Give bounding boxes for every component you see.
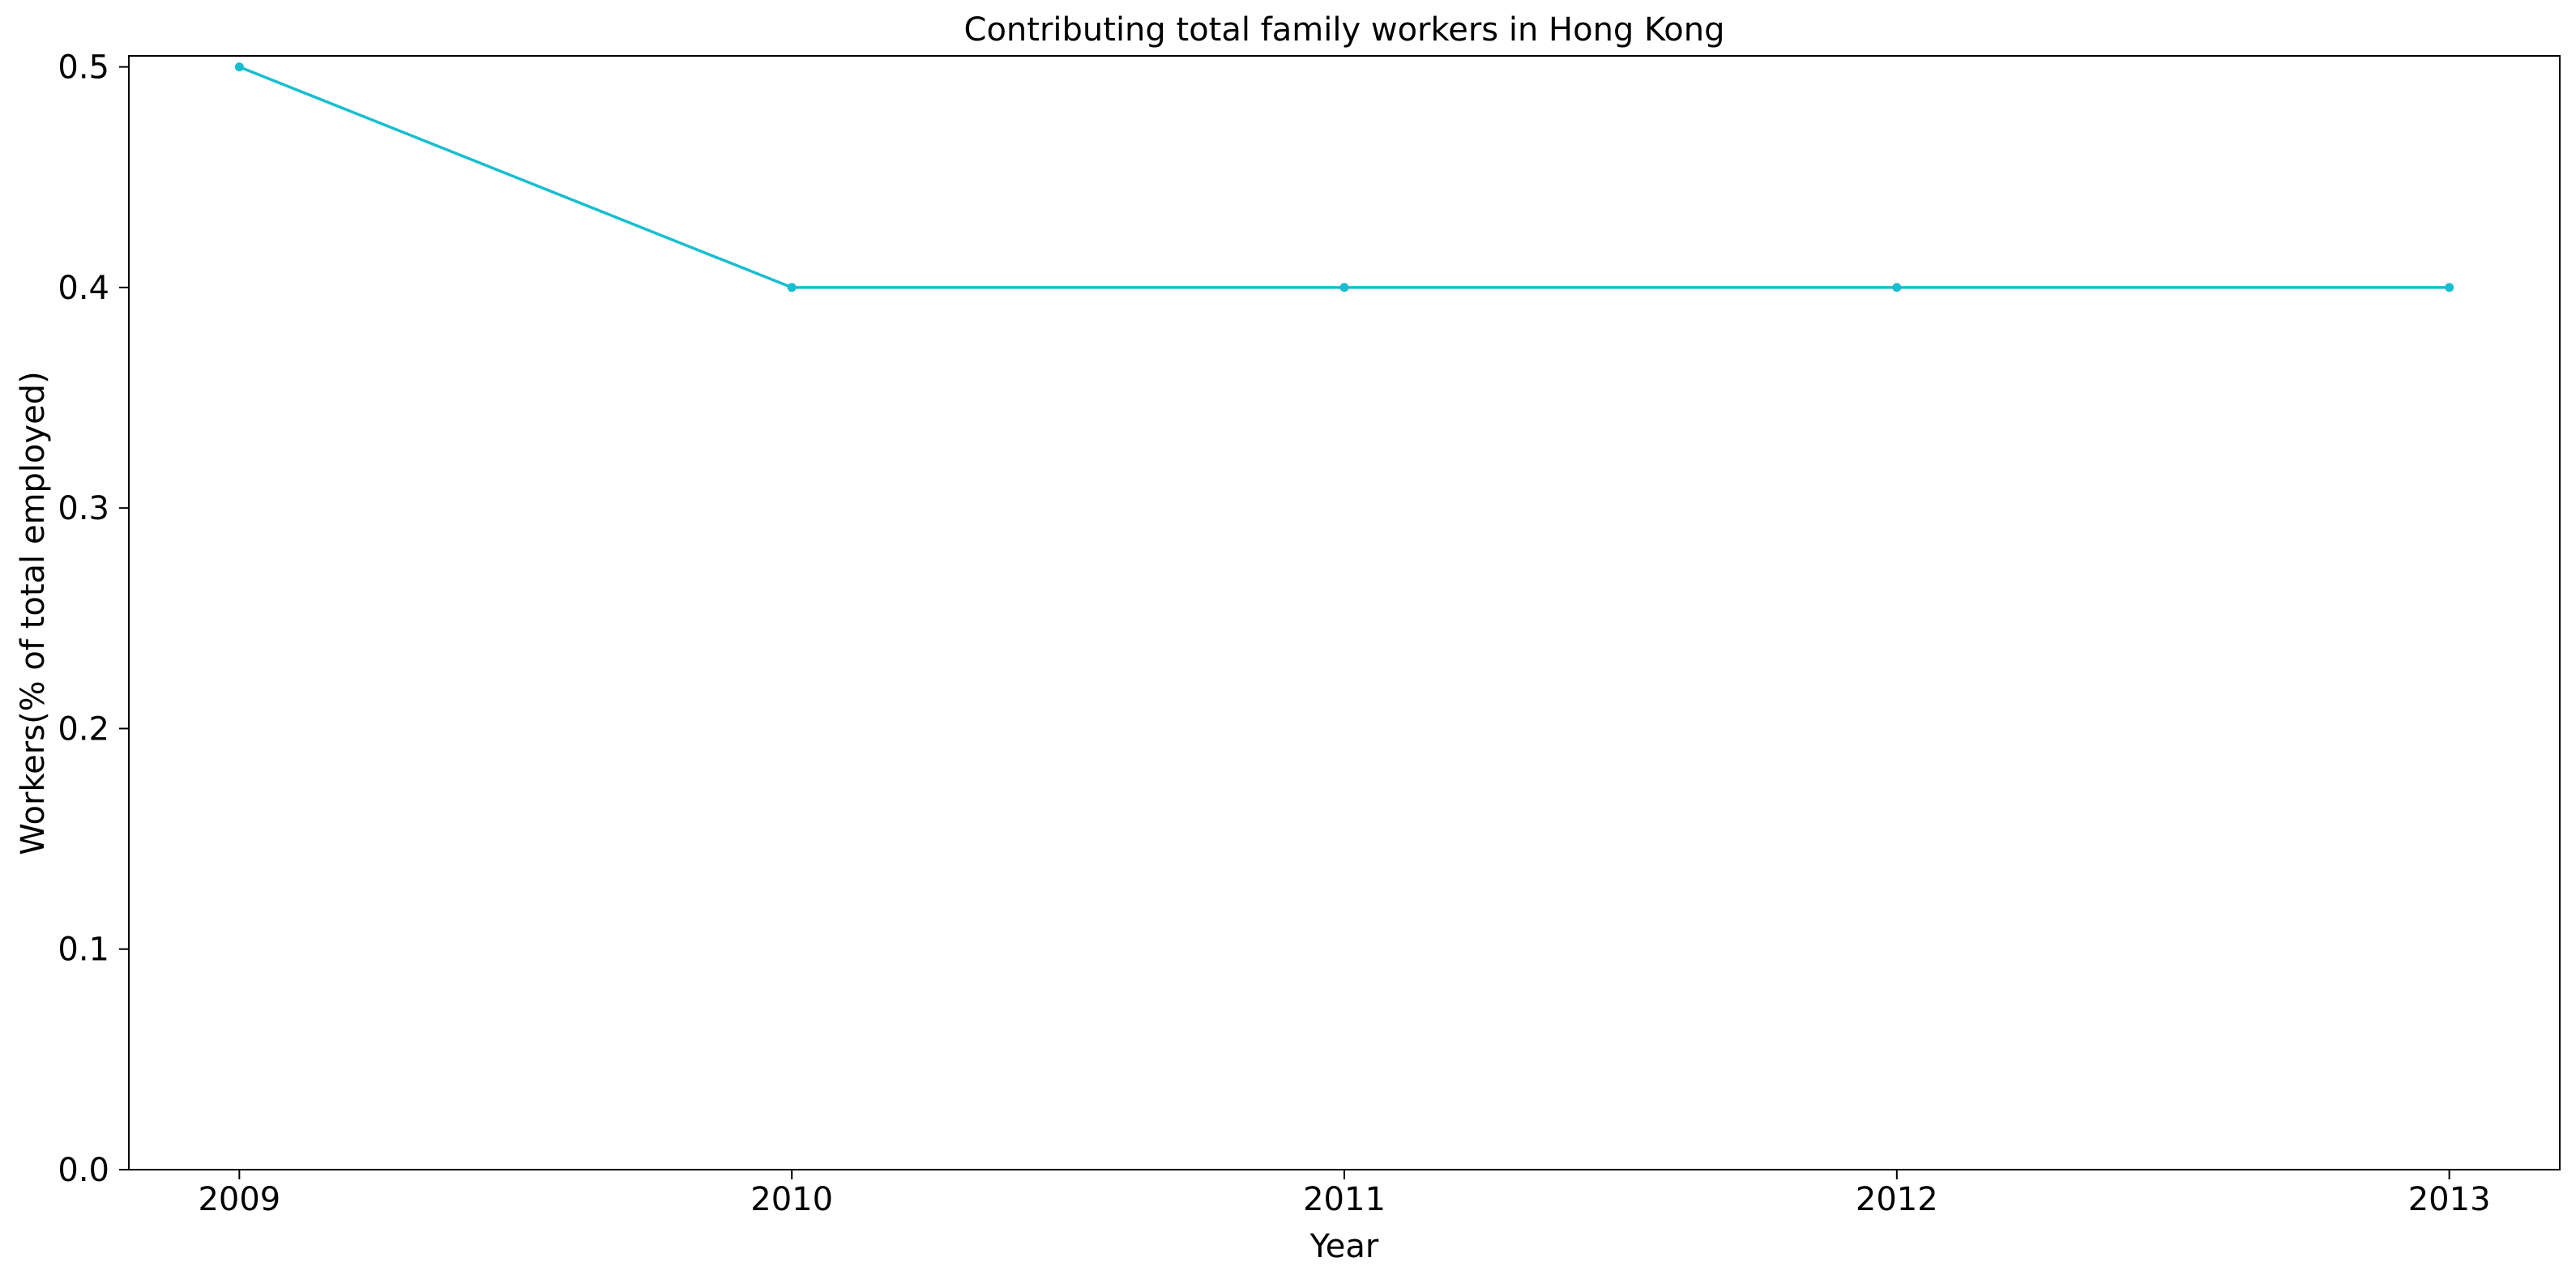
y-tick-label: 0.2 (58, 710, 109, 748)
data-point (234, 62, 244, 72)
series-layer (234, 62, 2454, 292)
x-tick-label: 2009 (198, 1181, 280, 1218)
chart-title: Contributing total family workers in Hon… (964, 11, 1725, 49)
series-line (238, 65, 2450, 289)
y-tick-label: 0.5 (58, 49, 109, 87)
x-tick-label: 2011 (1303, 1181, 1386, 1218)
y-tick-label: 0.1 (58, 932, 109, 969)
x-tick-label: 2012 (1856, 1181, 1938, 1218)
x-axis-ticks: 2009 2010 2011 2012 2013 (198, 1170, 2491, 1218)
y-tick-label: 0.0 (58, 1152, 109, 1189)
data-point (1339, 283, 1349, 292)
y-tick-label: 0.4 (58, 270, 109, 307)
x-tick-label: 2010 (750, 1181, 833, 1218)
data-point (1892, 283, 1902, 292)
x-tick-label: 2013 (2408, 1181, 2491, 1218)
y-axis-label: Workers(% of total employed) (15, 371, 52, 855)
x-axis-label: Year (1309, 1228, 1379, 1265)
data-point (787, 283, 797, 292)
plot-area-frame (128, 55, 2561, 1170)
data-point (2445, 283, 2454, 292)
y-tick-label: 0.3 (58, 490, 109, 527)
y-axis-ticks: 0.0 0.1 0.2 0.3 0.4 0.5 (58, 49, 129, 1189)
